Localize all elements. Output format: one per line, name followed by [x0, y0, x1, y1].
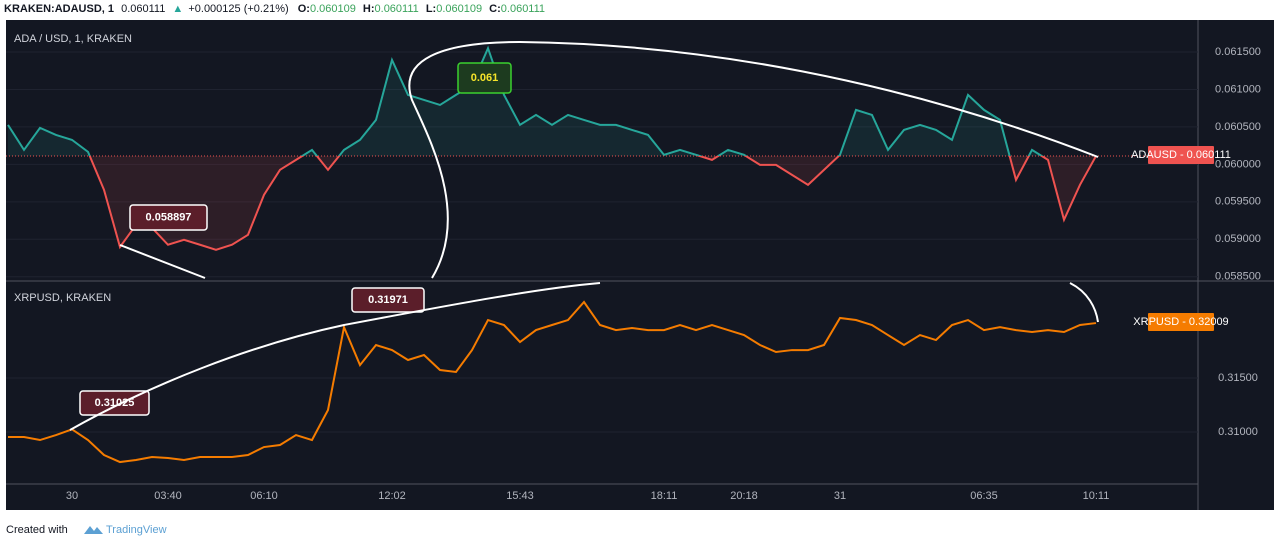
x-tick-label: 18:11 [651, 490, 678, 502]
y-tick-label: 0.060500 [1215, 121, 1261, 133]
annotation-box [351, 287, 425, 313]
header: KRAKEN:ADAUSD, 1 0.060111 ▲ +0.000125 (+… [4, 3, 545, 15]
y-tick-label: 0.059500 [1215, 196, 1261, 208]
price-tag [1148, 146, 1214, 164]
y-tick-label: 0.061000 [1215, 83, 1261, 95]
last-price: 0.060111 [121, 3, 165, 15]
annotation: 0.31025 [95, 397, 135, 409]
price-tag-text: ADAUSD - 0.060111 [1131, 149, 1231, 161]
change: +0.000125 (+0.21%) [188, 3, 288, 15]
ohlc-label: L: [426, 3, 436, 15]
drawing-curve [1069, 282, 1099, 323]
x-tick-label: 10:11 [1083, 490, 1110, 502]
y-tick-label: 0.31000 [1218, 426, 1258, 438]
x-tick-label: 03:40 [154, 490, 182, 502]
annotation: 0.061 [471, 72, 499, 84]
area-up [8, 48, 1096, 157]
footer-text: Created with [6, 524, 68, 536]
x-tick-label: 06:35 [970, 490, 998, 502]
pane-title: XRPUSD, KRAKEN [14, 292, 111, 304]
ohlc-value: 0.060109 [436, 3, 482, 15]
ohlc-value: 0.060111 [375, 3, 419, 15]
drawing-curve [69, 282, 601, 431]
x-tick-label: 15:43 [506, 490, 534, 502]
symbol: KRAKEN:ADAUSD, 1 [4, 3, 114, 15]
annotation-box [79, 390, 150, 416]
annotation-box [457, 62, 512, 94]
up-arrow: ▲ [172, 3, 183, 15]
y-tick-label: 0.059000 [1215, 233, 1261, 245]
y-tick-label: 0.060000 [1215, 158, 1261, 170]
x-tick-label: 31 [834, 490, 846, 502]
x-tick-label: 20:18 [730, 490, 758, 502]
x-tick-label: 06:10 [250, 490, 278, 502]
ohlc-label: C: [489, 3, 501, 15]
price-tag-text: XRPUSD - 0.32009 [1133, 316, 1228, 328]
ohlc-label: H: [363, 3, 375, 15]
drawing-curve [408, 40, 1099, 279]
line-down [88, 156, 1097, 251]
annotation: 0.31971 [368, 294, 408, 306]
area-down [89, 156, 1096, 250]
brand-logo [84, 526, 103, 534]
y-tick-label: 0.058500 [1215, 271, 1261, 283]
line-up [7, 45, 1097, 157]
line [8, 300, 1097, 464]
chart-background [6, 20, 1274, 510]
ohlc-value: 0.060109 [310, 3, 356, 15]
annotation: 0.058897 [146, 211, 192, 223]
pane-title: ADA / USD, 1, KRAKEN [14, 33, 132, 45]
footer-brand[interactable]: TradingView [106, 524, 167, 536]
x-tick-label: 30 [66, 490, 78, 502]
y-tick-label: 0.061500 [1215, 46, 1261, 58]
drawings [69, 40, 1099, 431]
x-tick-label: 12:02 [378, 490, 406, 502]
ohlc-label: O: [298, 3, 310, 15]
y-tick-label: 0.31500 [1218, 372, 1258, 384]
drawing-curve [119, 244, 206, 279]
price-tag [1148, 313, 1214, 331]
ohlc-value: 0.060111 [501, 3, 545, 15]
annotation-box [129, 204, 208, 231]
